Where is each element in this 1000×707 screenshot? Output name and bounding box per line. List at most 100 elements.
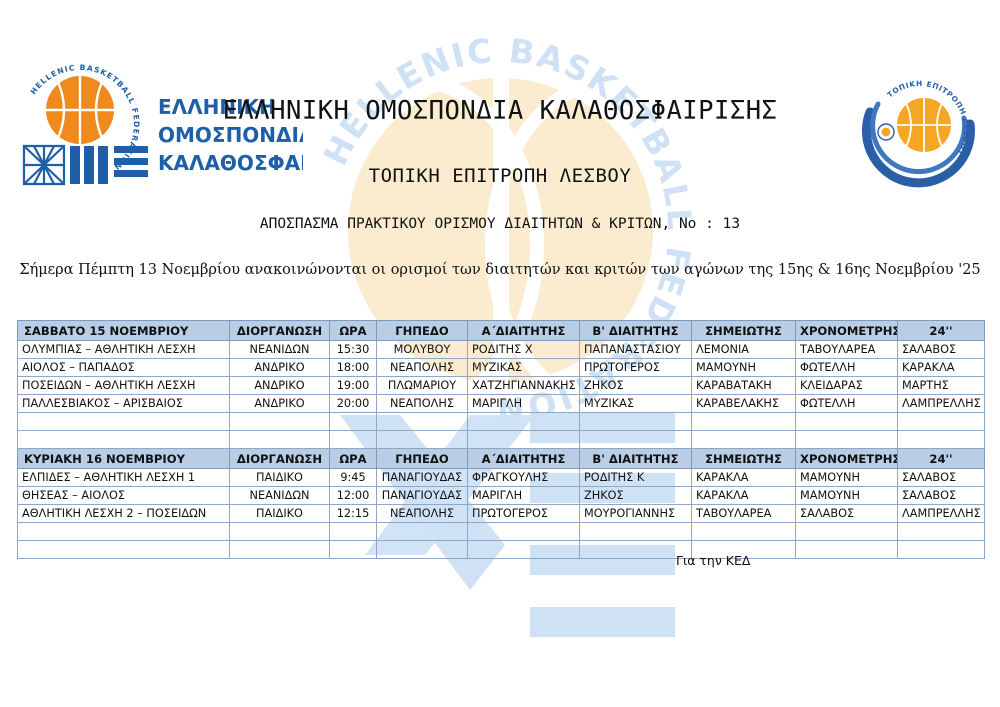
table-row: ΑΘΛΗΤΙΚΗ ΛΕΣΧΗ 2 – ΠΟΣΕΙΔΩΝ ΠΑΙΔΙΚΟ 12:1…	[17, 504, 985, 523]
cell-timer: ΦΩΤΕΛΛΗ	[795, 394, 898, 413]
column-header-ref1: Α΄ΔΙΑΙΤΗΤΗΣ	[467, 320, 580, 341]
table-row: ΠΟΣΕΙΔΩΝ – ΑΘΛΗΤΙΚΗ ΛΕΣΧΗ ΑΝΔΡΙΚΟ 19:00 …	[17, 376, 985, 395]
column-header-ref2: Β' ΔΙΑΙΤΗΤΗΣ	[579, 320, 692, 341]
table-row: ΑΙΟΛΟΣ – ΠΑΠΑΔΟΣ ΑΝΔΡΙΚΟ 18:00 ΝΕΑΠΟΛΗΣ …	[17, 358, 985, 377]
cell-court: ΠΑΝΑΓΙΟΥΔΑΣ	[376, 468, 468, 487]
table-header-row: ΚΥΡΙΑΚΗ 16 ΝΟΕΜΒΡΙΟΥ ΔΙΟΡΓΑΝΩΣΗ ΩΡΑ ΓΗΠΕ…	[17, 448, 985, 469]
column-header-timer: ΧΡΟΝΟΜΕΤΡΗΣ	[795, 320, 898, 341]
table-header-row: ΣΑΒΒΑΤΟ 15 ΝΟΕΜΒΡΙΟΥ ΔΙΟΡΓΑΝΩΣΗ ΩΡΑ ΓΗΠΕ…	[17, 320, 985, 341]
page-title: ΕΛΛΗΝΙΚΗ ΟΜΟΣΠΟΝΔΙΑ ΚΑΛΑΘΟΣΦΑΙΡΙΣΗΣ	[222, 96, 778, 126]
cell-org: ΠΑΙΔΙΚΟ	[229, 468, 330, 487]
cell-scorer: ΤΑΒΟΥΛΑΡΕΑ	[691, 504, 796, 523]
cell-time: 20:00	[329, 394, 377, 413]
committee-title: ΤΟΠΙΚΗ ΕΠΙΤΡΟΠΗ ΛΕΣΒΟΥ	[368, 165, 632, 187]
cell-time: 19:00	[329, 376, 377, 395]
cell-org: ΝΕΑΝΙΔΩΝ	[229, 340, 330, 359]
day-header-sunday: ΚΥΡΙΑΚΗ 16 ΝΟΕΜΒΡΙΟΥ	[17, 448, 230, 469]
cell-shot24: ΣΑΛΑΒΟΣ	[897, 486, 985, 505]
cell-ref2: ΖΗΚΟΣ	[579, 376, 692, 395]
empty-row	[17, 522, 985, 541]
table-row: ΕΛΠΙΔΕΣ – ΑΘΛΗΤΙΚΗ ΛΕΣΧΗ 1 ΠΑΙΔΙΚΟ 9:45 …	[17, 468, 985, 487]
cell-ref2: ΠΡΩΤΟΓΕΡΟΣ	[579, 358, 692, 377]
cell-shot24: ΜΑΡΤΗΣ	[897, 376, 985, 395]
cell-shot24: ΛΑΜΠΡΕΛΛΗΣ	[897, 394, 985, 413]
cell-ref2: ΜΥΖΙΚΑΣ	[579, 394, 692, 413]
cell-teams: ΑΙΟΛΟΣ – ΠΑΠΑΔΟΣ	[17, 358, 230, 377]
cell-timer: ΣΑΛΑΒΟΣ	[795, 504, 898, 523]
cell-time: 12:00	[329, 486, 377, 505]
cell-scorer: ΚΑΡΑΚΛΑ	[691, 468, 796, 487]
cell-shot24: ΚΑΡΑΚΛΑ	[897, 358, 985, 377]
empty-row	[17, 540, 985, 559]
cell-ref1: ΠΡΩΤΟΓΕΡΟΣ	[467, 504, 580, 523]
cell-shot24: ΛΑΜΠΡΕΛΛΗΣ	[897, 504, 985, 523]
column-header-scorer: ΣΗΜΕΙΩΤΗΣ	[691, 320, 796, 341]
cell-ref2: ΜΟΥΡΟΓΙΑΝΝΗΣ	[579, 504, 692, 523]
eok-logo-line1: ΕΛΛΗΝΙΚΗ	[158, 95, 276, 119]
cell-teams: ΠΑΛΛΕΣΒΙΑΚΟΣ – ΑΡΙΣΒΑΙΟΣ	[17, 394, 230, 413]
cell-timer: ΜΑΜΟΥΝΗ	[795, 468, 898, 487]
column-header-shot24: 24''	[897, 448, 985, 469]
cell-court: ΠΑΝΑΓΙΟΥΔΑΣ	[376, 486, 468, 505]
column-header-ref2: Β' ΔΙΑΙΤΗΤΗΣ	[579, 448, 692, 469]
cell-timer: ΚΛΕΙΔΑΡΑΣ	[795, 376, 898, 395]
cell-court: ΠΛΩΜΑΡΙΟΥ	[376, 376, 468, 395]
cell-timer: ΦΩΤΕΛΛΗ	[795, 358, 898, 377]
announcement-text: Σήμερα Πέμπτη 13 Νοεμβρίου ανακοινώνοντα…	[19, 262, 981, 278]
cell-shot24: ΣΑΛΑΒΟΣ	[897, 468, 985, 487]
cell-scorer: ΜΑΜΟΥΝΗ	[691, 358, 796, 377]
cell-teams: ΕΛΠΙΔΕΣ – ΑΘΛΗΤΙΚΗ ΛΕΣΧΗ 1	[17, 468, 230, 487]
column-header-timer: ΧΡΟΝΟΜΕΤΡΗΣ	[795, 448, 898, 469]
cell-org: ΝΕΑΝΙΔΩΝ	[229, 486, 330, 505]
column-header-time: ΩΡΑ	[329, 448, 377, 469]
column-header-ref1: Α΄ΔΙΑΙΤΗΤΗΣ	[467, 448, 580, 469]
schedule-body: ΣΑΒΒΑΤΟ 15 ΝΟΕΜΒΡΙΟΥ ΔΙΟΡΓΑΝΩΣΗ ΩΡΑ ΓΗΠΕ…	[17, 320, 985, 559]
column-header-court: ΓΗΠΕΔΟ	[376, 320, 468, 341]
day-header-saturday: ΣΑΒΒΑΤΟ 15 ΝΟΕΜΒΡΙΟΥ	[17, 320, 230, 341]
empty-row	[17, 412, 985, 431]
lesvos-committee-logo: ΤΟΠΙΚΗ ΕΠΙΤΡΟΠΗ ΛΕΣΒΟΥ	[858, 70, 983, 188]
cell-timer: ΤΑΒΟΥΛΑΡΕΑ	[795, 340, 898, 359]
cell-court: ΝΕΑΠΟΛΗΣ	[376, 394, 468, 413]
signature-line: Για την ΚΕΔ	[676, 553, 751, 568]
cell-org: ΑΝΔΡΙΚΟ	[229, 394, 330, 413]
cell-shot24: ΣΑΛΑΒΟΣ	[897, 340, 985, 359]
cell-timer: ΜΑΜΟΥΝΗ	[795, 486, 898, 505]
column-header-court: ΓΗΠΕΔΟ	[376, 448, 468, 469]
cell-teams: ΘΗΣΕΑΣ – ΑΙΟΛΟΣ	[17, 486, 230, 505]
eok-logo-line2: ΟΜΟΣΠΟΝΔΙΑ	[158, 123, 303, 147]
cell-time: 12:15	[329, 504, 377, 523]
table-row: ΘΗΣΕΑΣ – ΑΙΟΛΟΣ ΝΕΑΝΙΔΩΝ 12:00 ΠΑΝΑΓΙΟΥΔ…	[17, 486, 985, 505]
cell-scorer: ΚΑΡΑΒΑΤΑΚΗ	[691, 376, 796, 395]
cell-ref2: ΠΑΠΑΝΑΣΤΑΣΙΟΥ	[579, 340, 692, 359]
cell-ref1: ΦΡΑΓΚΟΥΛΗΣ	[467, 468, 580, 487]
cell-scorer: ΛΕΜΟΝΙΑ	[691, 340, 796, 359]
empty-row	[17, 430, 985, 449]
cell-time: 9:45	[329, 468, 377, 487]
cell-org: ΑΝΔΡΙΚΟ	[229, 376, 330, 395]
column-header-org: ΔΙΟΡΓΑΝΩΣΗ	[229, 320, 330, 341]
cell-ref1: ΜΑΡΙΓΛΗ	[467, 394, 580, 413]
cell-teams: ΠΟΣΕΙΔΩΝ – ΑΘΛΗΤΙΚΗ ΛΕΣΧΗ	[17, 376, 230, 395]
cell-teams: ΑΘΛΗΤΙΚΗ ΛΕΣΧΗ 2 – ΠΟΣΕΙΔΩΝ	[17, 504, 230, 523]
cell-scorer: ΚΑΡΑΚΛΑ	[691, 486, 796, 505]
cell-ref1: ΜΑΡΙΓΛΗ	[467, 486, 580, 505]
column-header-org: ΔΙΟΡΓΑΝΩΣΗ	[229, 448, 330, 469]
cell-time: 15:30	[329, 340, 377, 359]
column-header-scorer: ΣΗΜΕΙΩΤΗΣ	[691, 448, 796, 469]
schedule-sheet: ΣΑΒΒΑΤΟ 15 ΝΟΕΜΒΡΙΟΥ ΔΙΟΡΓΑΝΩΣΗ ΩΡΑ ΓΗΠΕ…	[17, 320, 985, 559]
cell-ref1: ΡΟΔΙΤΗΣ Χ	[467, 340, 580, 359]
cell-org: ΠΑΙΔΙΚΟ	[229, 504, 330, 523]
cell-time: 18:00	[329, 358, 377, 377]
schedule-table: ΣΑΒΒΑΤΟ 15 ΝΟΕΜΒΡΙΟΥ ΔΙΟΡΓΑΝΩΣΗ ΩΡΑ ΓΗΠΕ…	[17, 320, 985, 559]
cell-ref1: ΧΑΤΖΗΓΙΑΝΝΑΚΗΣ	[467, 376, 580, 395]
cell-teams: ΟΛΥΜΠΙΑΣ – ΑΘΛΗΤΙΚΗ ΛΕΣΧΗ	[17, 340, 230, 359]
cell-court: ΝΕΑΠΟΛΗΣ	[376, 504, 468, 523]
document-title: ΑΠΟΣΠΑΣΜΑ ΠΡΑΚΤΙΚΟΥ ΟΡΙΣΜΟΥ ΔΙΑΙΤΗΤΩΝ & …	[259, 216, 741, 232]
cell-ref2: ΖΗΚΟΣ	[579, 486, 692, 505]
cell-scorer: ΚΑΡΑΒΕΛΑΚΗΣ	[691, 394, 796, 413]
column-header-shot24: 24''	[897, 320, 985, 341]
cell-org: ΑΝΔΡΙΚΟ	[229, 358, 330, 377]
cell-ref1: ΜΥΖΙΚΑΣ	[467, 358, 580, 377]
